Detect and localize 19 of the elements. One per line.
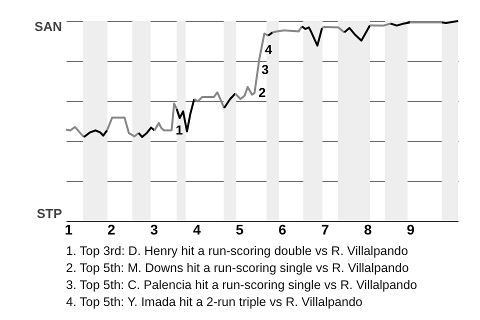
x-tick-label: 9 [406, 222, 415, 238]
x-tick-label: 1 [64, 222, 73, 238]
x-tick-label: 4 [192, 222, 201, 238]
annotation: 4 [264, 42, 273, 57]
annotation: 2 [258, 85, 266, 100]
x-tick-label: 6 [278, 222, 286, 238]
x-tick-label: 2 [107, 222, 116, 238]
text: 2. Top 5th: M. Downs hit a run-scoring single vs R. Villalpando [66, 261, 409, 275]
text: SAN [34, 19, 62, 34]
text: STP [36, 206, 62, 221]
annotation: 1 [176, 122, 183, 138]
x-tick-label: 3 [150, 222, 158, 238]
x-tick-label: 8 [364, 222, 372, 238]
x-tick-label: 7 [321, 222, 330, 238]
x-tick-label: 5 [236, 222, 244, 238]
text: 4. Top 5th: Y. Imada hit a 2-run triple vs R. Villalpando [66, 295, 363, 309]
text: 1. Top 3rd: D. Henry hit a run-scoring double vs R. Villalpando [66, 244, 408, 258]
text: 3. Top 5th: C. Palencia hit a run-scoring single vs R. Villalpando [66, 278, 418, 292]
annotation: 3 [262, 62, 269, 77]
